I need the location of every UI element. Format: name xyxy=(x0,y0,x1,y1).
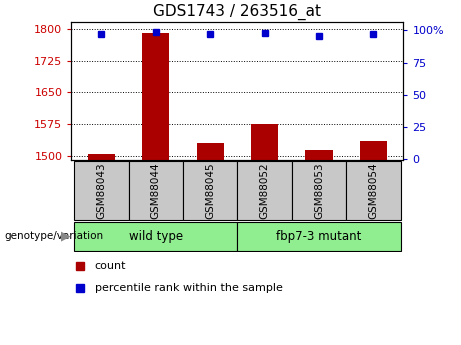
FancyBboxPatch shape xyxy=(237,222,401,250)
Text: GSM88043: GSM88043 xyxy=(96,162,106,219)
Text: GSM88054: GSM88054 xyxy=(368,162,378,219)
FancyBboxPatch shape xyxy=(129,161,183,220)
FancyBboxPatch shape xyxy=(292,161,346,220)
Bar xyxy=(306,150,333,160)
Text: count: count xyxy=(95,261,126,270)
FancyBboxPatch shape xyxy=(74,222,237,250)
Text: ▶: ▶ xyxy=(61,230,71,243)
FancyBboxPatch shape xyxy=(346,161,401,220)
Text: GSM88044: GSM88044 xyxy=(151,162,161,219)
Text: GSM88045: GSM88045 xyxy=(205,162,215,219)
FancyBboxPatch shape xyxy=(237,161,292,220)
FancyBboxPatch shape xyxy=(183,161,237,220)
Text: fbp7-3 mutant: fbp7-3 mutant xyxy=(276,230,362,243)
Text: percentile rank within the sample: percentile rank within the sample xyxy=(95,284,283,293)
Bar xyxy=(142,33,169,160)
Bar xyxy=(196,144,224,160)
Text: genotype/variation: genotype/variation xyxy=(5,231,104,241)
Text: GSM88052: GSM88052 xyxy=(260,162,270,219)
Bar xyxy=(360,141,387,160)
Text: wild type: wild type xyxy=(129,230,183,243)
Text: GSM88053: GSM88053 xyxy=(314,162,324,219)
Bar xyxy=(88,154,115,160)
FancyBboxPatch shape xyxy=(74,161,129,220)
Title: GDS1743 / 263516_at: GDS1743 / 263516_at xyxy=(154,3,321,20)
Bar xyxy=(251,124,278,160)
